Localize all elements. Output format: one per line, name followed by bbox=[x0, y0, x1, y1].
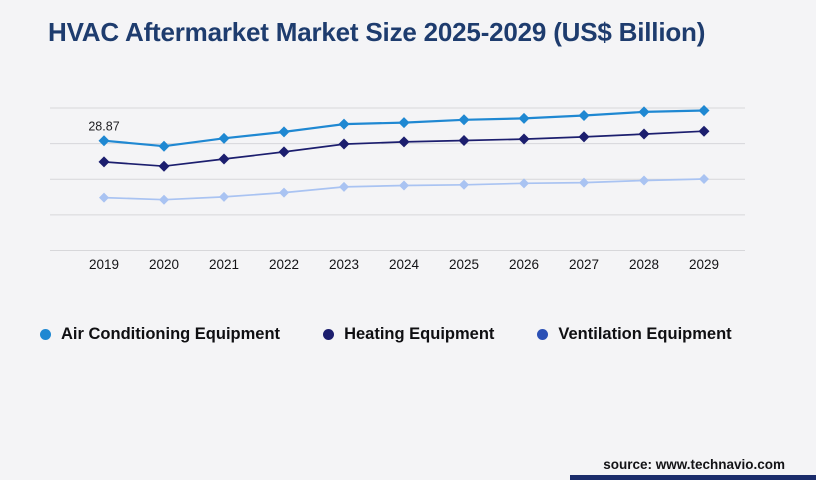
legend-label-heating: Heating Equipment bbox=[344, 325, 495, 343]
data-point-marker bbox=[338, 118, 350, 130]
source-attribution: source: www.technavio.com bbox=[603, 457, 785, 472]
x-axis-label: 2019 bbox=[89, 257, 119, 272]
data-point-marker bbox=[698, 125, 710, 137]
data-point-marker bbox=[278, 146, 290, 158]
x-axis-label: 2025 bbox=[449, 257, 479, 272]
x-axis-label: 2022 bbox=[269, 257, 299, 272]
x-axis-label: 2020 bbox=[149, 257, 179, 272]
data-point-marker bbox=[638, 106, 650, 118]
data-point-marker bbox=[279, 187, 289, 198]
legend-dot-heating-icon bbox=[323, 329, 335, 340]
chart-legend: Air Conditioning Equipment Heating Equip… bbox=[40, 325, 732, 344]
x-axis-label: 2021 bbox=[209, 257, 239, 272]
data-point-marker bbox=[339, 181, 349, 192]
data-point-marker bbox=[578, 109, 590, 121]
data-point-marker bbox=[98, 156, 110, 168]
data-point-marker bbox=[99, 192, 109, 203]
data-point-marker bbox=[278, 126, 290, 138]
chart-title: HVAC Aftermarket Market Size 2025-2029 (… bbox=[48, 17, 706, 47]
data-point-marker bbox=[638, 128, 650, 140]
data-point-marker bbox=[98, 135, 110, 147]
data-point-marker bbox=[218, 153, 230, 165]
data-point-marker bbox=[159, 194, 169, 205]
data-point-marker bbox=[218, 132, 230, 144]
data-point-marker bbox=[398, 117, 410, 129]
data-point-marker bbox=[698, 104, 710, 116]
data-point-marker bbox=[219, 191, 229, 202]
data-point-marker bbox=[458, 134, 470, 146]
x-axis-label: 2026 bbox=[509, 257, 539, 272]
x-axis-label: 2027 bbox=[569, 257, 599, 272]
x-axis-label: 2023 bbox=[329, 257, 359, 272]
legend-label-ventilation: Ventilation Equipment bbox=[558, 325, 732, 343]
data-point-marker bbox=[579, 177, 589, 188]
legend-label-air-conditioning: Air Conditioning Equipment bbox=[61, 325, 281, 343]
legend-item-air-conditioning: Air Conditioning Equipment bbox=[40, 325, 280, 344]
x-axis-label: 2024 bbox=[389, 257, 420, 272]
data-point-marker bbox=[578, 131, 590, 143]
data-point-marker bbox=[338, 138, 350, 150]
data-point-marker bbox=[518, 133, 530, 145]
data-point-marker bbox=[158, 160, 170, 172]
legend-dot-air-conditioning-icon bbox=[40, 329, 51, 340]
data-point-value-label: 28.87 bbox=[88, 120, 119, 134]
data-point-marker bbox=[699, 174, 709, 185]
data-point-marker bbox=[519, 178, 529, 189]
data-point-marker bbox=[459, 179, 469, 190]
x-axis-label: 2029 bbox=[689, 257, 719, 272]
data-point-marker bbox=[639, 175, 649, 186]
data-point-marker bbox=[399, 180, 409, 191]
data-point-marker bbox=[398, 136, 410, 148]
footer-accent-bar bbox=[570, 475, 816, 480]
legend-dot-ventilation-icon bbox=[537, 329, 549, 340]
data-point-marker bbox=[158, 140, 170, 152]
legend-item-ventilation: Ventilation Equipment bbox=[537, 325, 732, 344]
data-point-marker bbox=[458, 114, 470, 126]
x-axis-label: 2028 bbox=[629, 257, 659, 272]
legend-item-heating: Heating Equipment bbox=[323, 325, 494, 344]
data-point-marker bbox=[518, 112, 530, 124]
